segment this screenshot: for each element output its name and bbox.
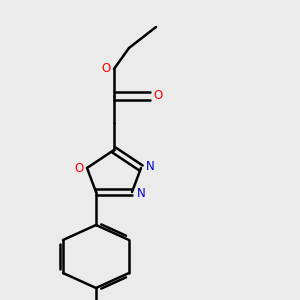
Text: N: N: [146, 160, 154, 173]
Text: O: O: [102, 62, 111, 76]
Text: O: O: [74, 161, 83, 175]
Text: N: N: [136, 187, 146, 200]
Text: O: O: [154, 89, 163, 103]
